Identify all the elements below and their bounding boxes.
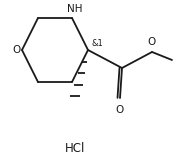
- Text: O: O: [148, 37, 156, 47]
- Text: NH: NH: [67, 4, 83, 14]
- Text: HCl: HCl: [65, 141, 85, 155]
- Text: O: O: [116, 105, 124, 115]
- Text: &1: &1: [91, 39, 103, 48]
- Text: O: O: [13, 45, 21, 55]
